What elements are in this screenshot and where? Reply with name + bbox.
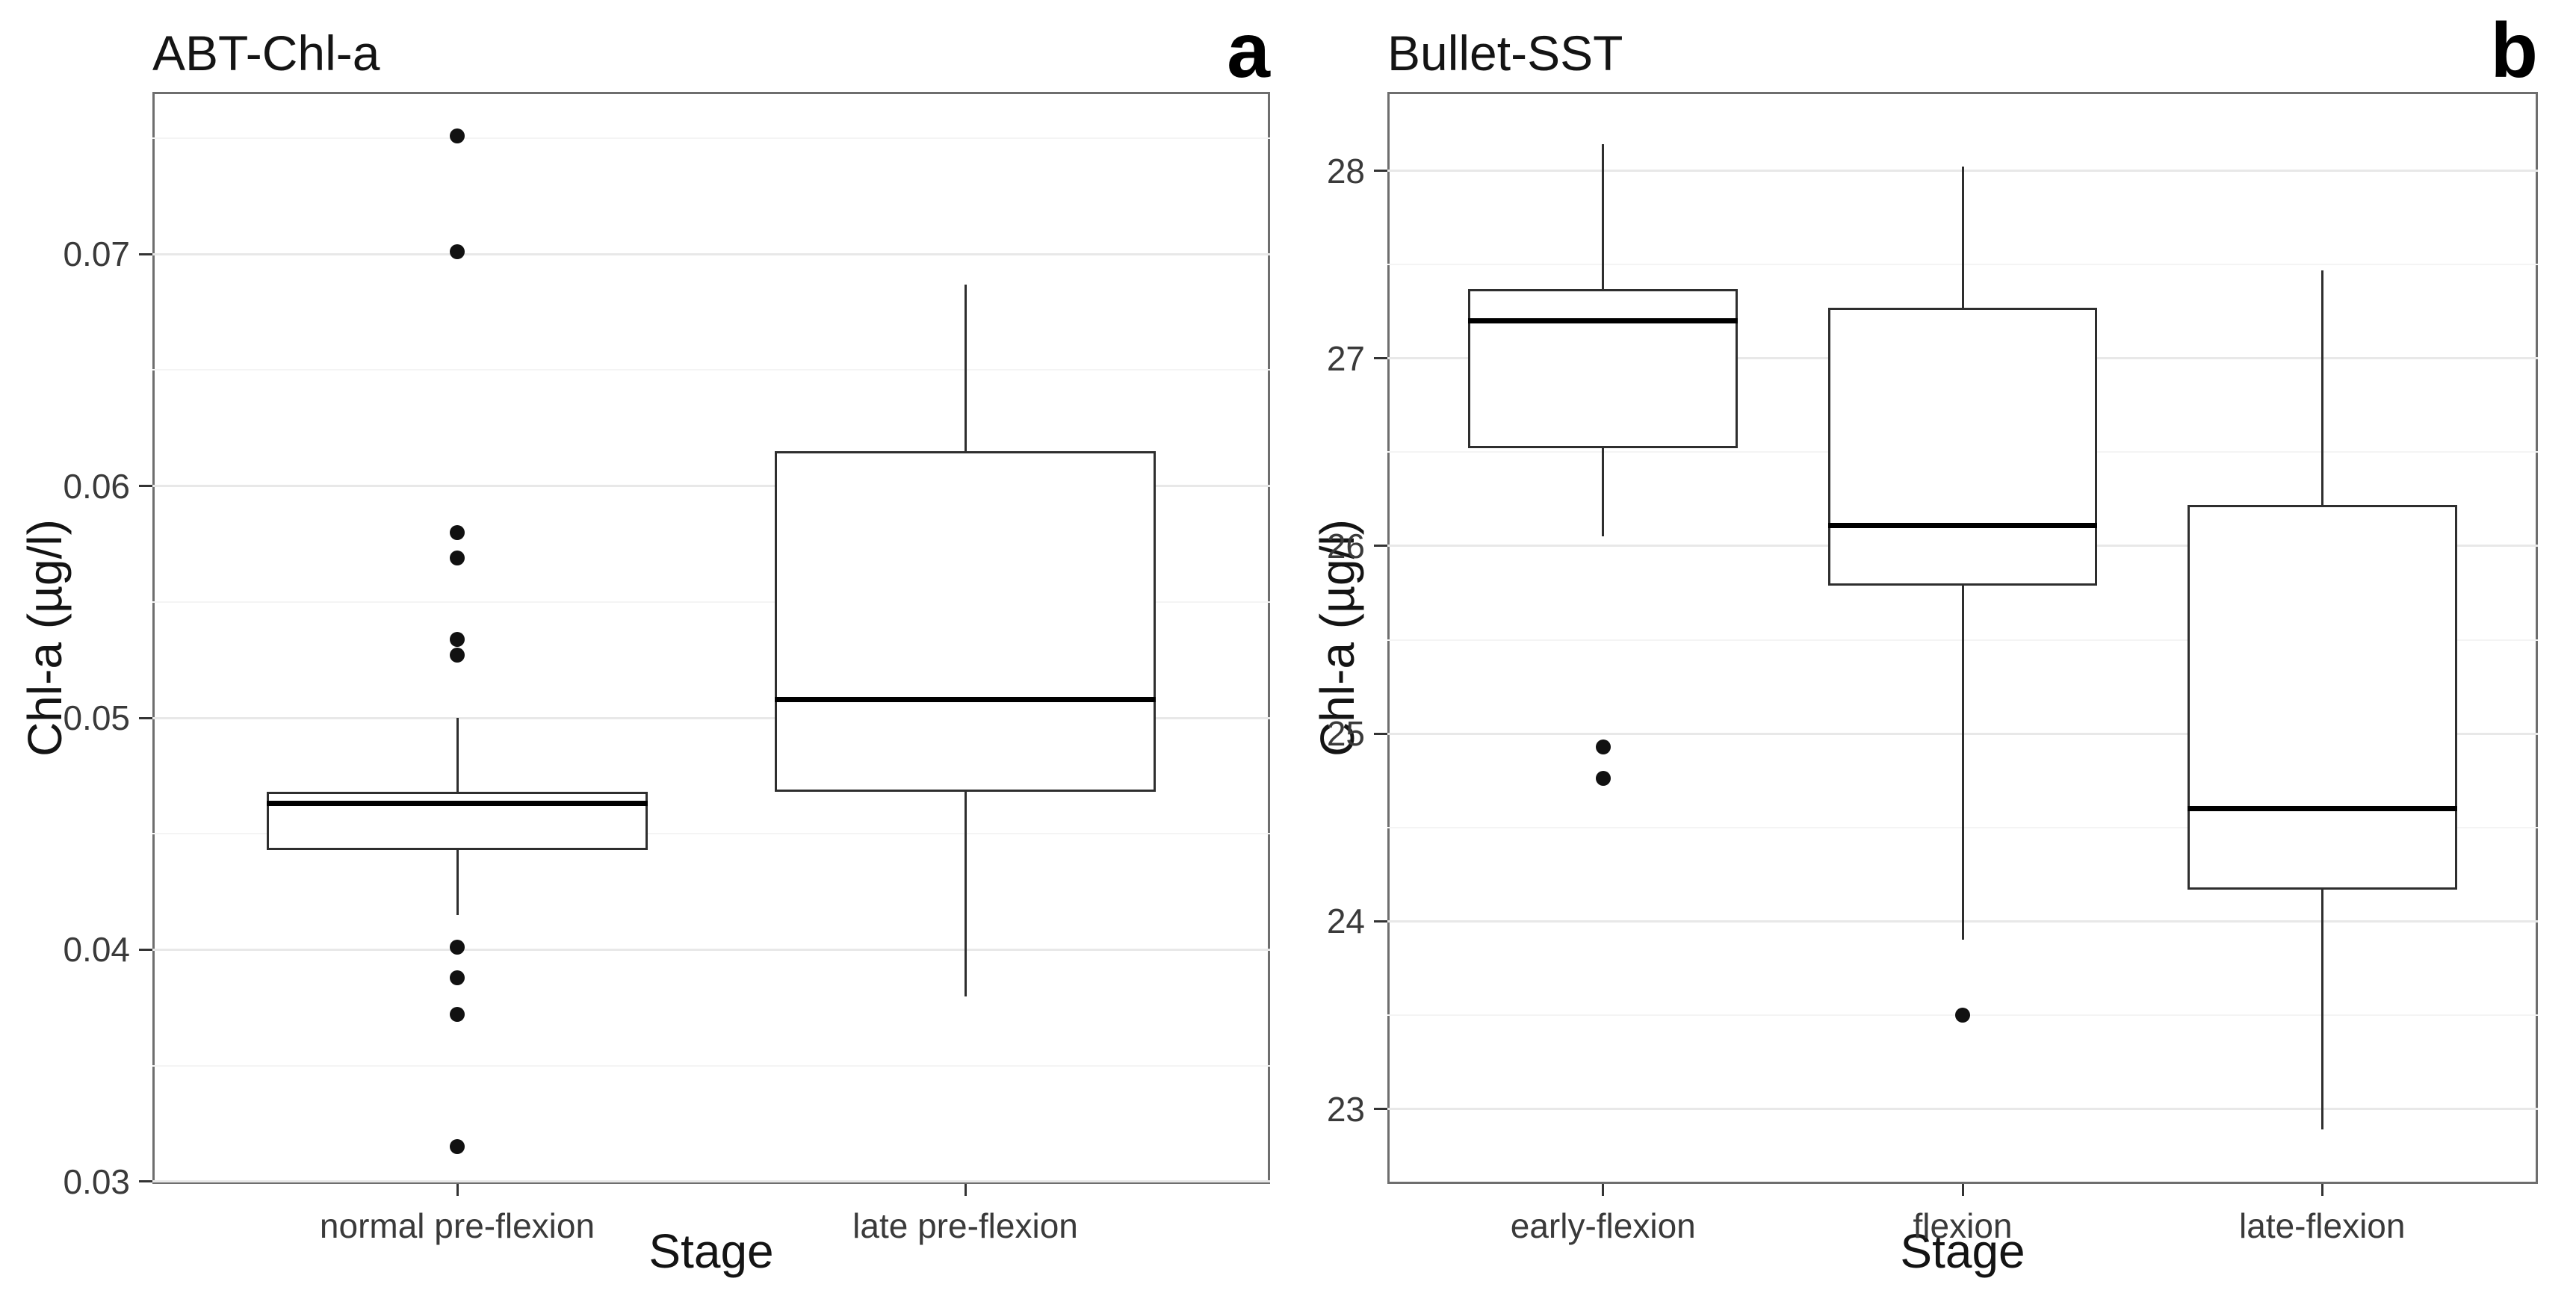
lower-whisker: [456, 850, 459, 915]
panel-letter: a: [1227, 7, 1270, 94]
outlier-dot: [1955, 1007, 1970, 1023]
outlier-dot: [450, 1007, 465, 1023]
gridline-minor: [1387, 639, 2538, 641]
y-tick-mark: [139, 948, 152, 951]
y-tick-mark: [139, 252, 152, 255]
y-tick-label: 0.07: [63, 235, 130, 274]
gridline-major: [1387, 732, 2538, 735]
gridline-major: [1387, 545, 2538, 548]
y-tick-label: 0.04: [63, 930, 130, 970]
x-tick-label: late pre-flexion: [852, 1206, 1078, 1245]
y-tick-label: 0.06: [63, 466, 130, 506]
outlier-dot: [450, 550, 465, 565]
upper-whisker: [1602, 144, 1605, 289]
x-tick-label: flexion: [1913, 1206, 2013, 1245]
x-tick-mark: [1602, 1184, 1605, 1196]
gridline-minor: [1387, 1014, 2538, 1016]
gridline-minor: [152, 601, 1270, 603]
y-tick-label: 27: [1326, 338, 1365, 378]
x-tick-mark: [2320, 1184, 2323, 1196]
gridline-major: [1387, 1108, 2538, 1111]
y-tick-mark: [1374, 170, 1387, 172]
lower-whisker: [1961, 585, 1964, 940]
outlier-dot: [450, 244, 465, 260]
gridline-major: [152, 485, 1270, 488]
gridline-major: [1387, 170, 2538, 172]
y-tick-label: 26: [1326, 526, 1365, 565]
x-axis-title: Stage: [648, 1224, 774, 1278]
median-line: [775, 696, 1156, 702]
x-tick-mark: [1961, 1184, 1964, 1196]
panel-title: Bullet-SST: [1387, 25, 1623, 81]
y-tick-label: 23: [1326, 1089, 1365, 1129]
outlier-dot: [450, 648, 465, 663]
outlier-dot: [1595, 771, 1611, 787]
y-tick-mark: [1374, 357, 1387, 360]
upper-whisker: [456, 718, 459, 793]
outlier-dot: [450, 524, 465, 540]
gridline-major: [152, 1180, 1270, 1183]
gridline-major: [152, 948, 1270, 951]
median-line: [1468, 317, 1739, 323]
gridline-major: [1387, 920, 2538, 923]
y-axis-title: Chl-a (µg/l): [1310, 519, 1364, 757]
boxplot-box: [267, 792, 648, 850]
gridline-major: [152, 252, 1270, 255]
gridline-minor: [1387, 826, 2538, 828]
gridline-minor: [152, 137, 1270, 140]
upper-whisker: [1961, 167, 1964, 308]
y-tick-mark: [1374, 545, 1387, 548]
outlier-dot: [450, 128, 465, 143]
gridline-minor: [152, 833, 1270, 835]
outlier-dot: [450, 1139, 465, 1155]
panel-title: ABT-Chl-a: [152, 25, 380, 81]
lower-whisker: [2320, 889, 2323, 1130]
x-tick-mark: [456, 1184, 459, 1196]
x-tick-mark: [964, 1184, 967, 1196]
gridline-major: [152, 716, 1270, 719]
y-tick-label: 25: [1326, 714, 1365, 754]
x-tick-label: normal pre-flexion: [319, 1206, 595, 1245]
x-tick-label: early-flexion: [1510, 1206, 1696, 1245]
panel-letter: b: [2490, 7, 2538, 94]
outlier-dot: [450, 940, 465, 955]
upper-whisker: [964, 284, 967, 452]
gridline-minor: [152, 369, 1270, 371]
boxplot-box: [775, 451, 1156, 793]
boxplot-box: [1468, 288, 1739, 449]
y-tick-mark: [139, 1180, 152, 1183]
outlier-dot: [450, 631, 465, 647]
outlier-dot: [1595, 739, 1611, 754]
plot-area: [152, 92, 1270, 1184]
x-axis-title: Stage: [1900, 1224, 2025, 1278]
y-tick-mark: [139, 716, 152, 719]
upper-whisker: [2320, 270, 2323, 505]
outlier-dot: [450, 970, 465, 985]
median-line: [1827, 522, 2098, 528]
boxplot-box: [1827, 307, 2098, 586]
lower-whisker: [1602, 448, 1605, 537]
boxplot-box: [2187, 504, 2457, 890]
gridline-minor: [152, 1064, 1270, 1067]
y-tick-label: 0.03: [63, 1162, 130, 1201]
y-tick-label: 28: [1326, 151, 1365, 190]
median-line: [2187, 806, 2457, 812]
y-tick-mark: [1374, 1108, 1387, 1111]
y-tick-mark: [1374, 732, 1387, 735]
x-tick-label: late-flexion: [2239, 1206, 2406, 1245]
plot-area: [1387, 92, 2538, 1184]
y-tick-label: 24: [1326, 902, 1365, 941]
y-tick-mark: [139, 485, 152, 488]
gridline-minor: [1387, 451, 2538, 453]
y-tick-mark: [1374, 920, 1387, 923]
median-line: [267, 801, 648, 807]
y-axis-title: Chl-a (µg/l): [18, 519, 72, 757]
gridline-major: [1387, 357, 2538, 360]
gridline-minor: [1387, 264, 2538, 266]
lower-whisker: [964, 792, 967, 996]
y-tick-label: 0.05: [63, 698, 130, 738]
